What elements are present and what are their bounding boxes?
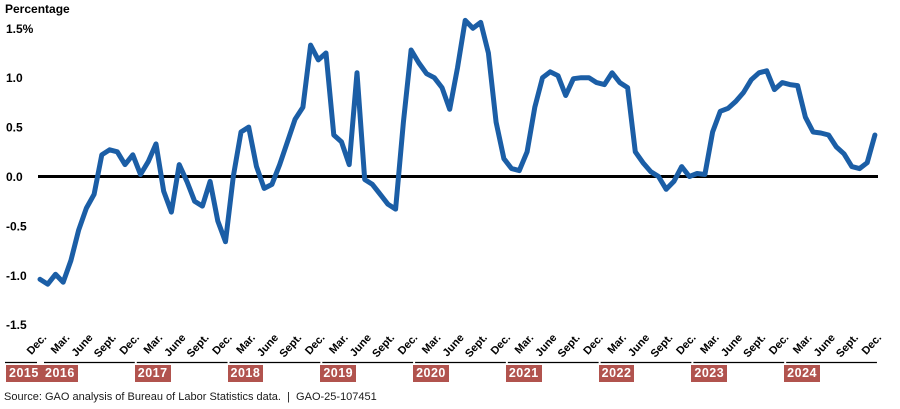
y-tick-label: 0.0	[6, 170, 23, 184]
x-tick-label: Dec.	[210, 332, 234, 357]
x-tick-label: June	[533, 332, 559, 359]
x-tick-label: Dec.	[860, 332, 884, 357]
x-tick-label: June	[162, 332, 188, 359]
x-tick-label: Mar.	[234, 332, 258, 356]
y-tick-label: -1.0	[6, 269, 27, 283]
x-tick-label: Dec.	[25, 332, 49, 357]
x-tick-label: June	[70, 332, 96, 359]
x-tick-label: Dec.	[767, 332, 791, 357]
x-tick-label: June	[812, 332, 838, 359]
x-tick-label: Sept.	[185, 332, 212, 360]
y-tick-label: 1.5%	[6, 22, 34, 36]
x-tick-label: June	[255, 332, 281, 359]
x-tick-label: Mar.	[142, 332, 166, 356]
x-tick-label: Dec.	[674, 332, 698, 357]
year-label-2016: 2016	[42, 365, 78, 382]
year-label-2023: 2023	[691, 365, 728, 382]
x-tick-label: Dec.	[489, 332, 513, 357]
x-tick-label: Mar.	[605, 332, 629, 356]
x-tick-label: Sept.	[649, 332, 676, 360]
x-tick-label: Sept.	[463, 332, 490, 360]
y-tick-label: -1.5	[6, 318, 27, 332]
x-tick-label: June	[626, 332, 652, 359]
x-tick-label: Sept.	[370, 332, 397, 360]
x-tick-label: Dec.	[303, 332, 327, 357]
year-label-2017: 2017	[134, 365, 171, 382]
year-label-2019: 2019	[320, 365, 357, 382]
x-tick-label: June	[348, 332, 374, 359]
x-tick-label: June	[719, 332, 745, 359]
x-tick-label: Mar.	[698, 332, 722, 356]
year-label-2021: 2021	[505, 365, 542, 382]
x-tick-label: Mar.	[513, 332, 537, 356]
x-tick-label: Sept.	[556, 332, 583, 360]
x-tick-label: June	[441, 332, 467, 359]
x-tick-label: Sept.	[741, 332, 768, 360]
source-note: Source: GAO analysis of Bureau of Labor …	[4, 391, 377, 403]
x-tick-label: Mar.	[49, 332, 73, 356]
y-tick-label: 0.5	[6, 121, 23, 135]
year-label-2024: 2024	[784, 365, 820, 382]
x-tick-label: Sept.	[277, 332, 304, 360]
year-label-2022: 2022	[598, 365, 635, 382]
year-label-2015: 2015	[6, 365, 42, 382]
data-line	[37, 17, 878, 287]
x-tick-label: Mar.	[327, 332, 351, 356]
y-axis-title: Percentage	[5, 2, 70, 16]
y-tick-label: 1.0	[6, 71, 23, 85]
x-tick-label: Sept.	[834, 332, 861, 360]
x-tick-label: Dec.	[581, 332, 605, 357]
x-tick-label: Dec.	[118, 332, 142, 357]
year-label-2020: 2020	[413, 365, 449, 382]
x-tick-label: Dec.	[396, 332, 420, 357]
x-tick-label: Sept.	[92, 332, 119, 360]
x-tick-label: Mar.	[791, 332, 815, 356]
y-tick-label: -0.5	[6, 219, 27, 233]
x-tick-label: Mar.	[420, 332, 444, 356]
year-label-2018: 2018	[227, 365, 264, 382]
